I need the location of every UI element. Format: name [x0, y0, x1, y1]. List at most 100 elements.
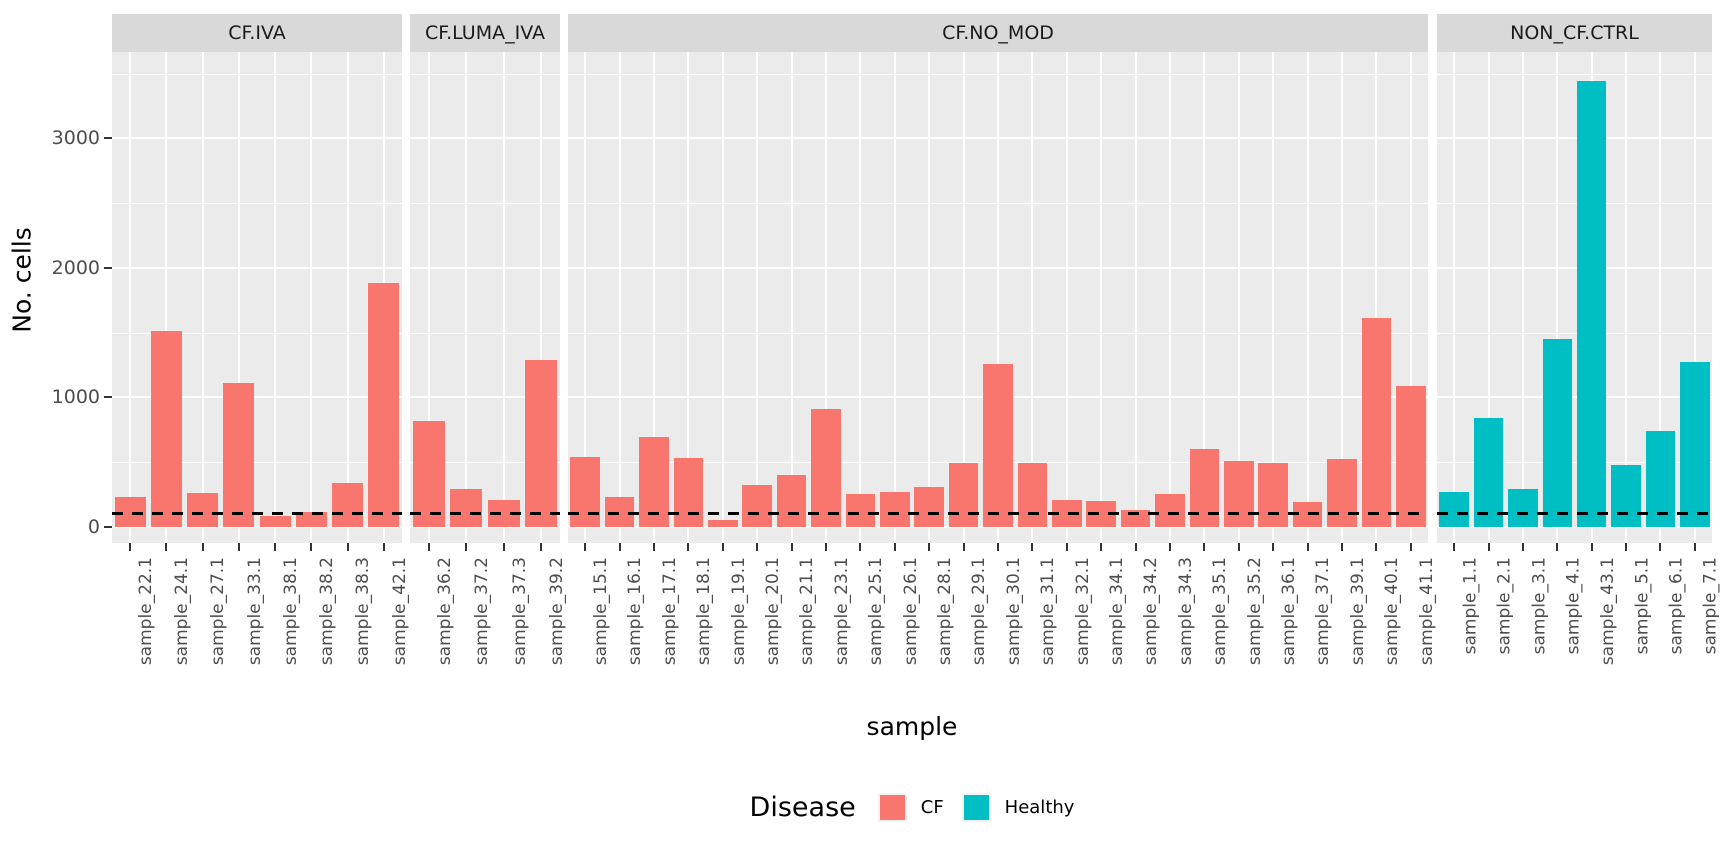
gridline-major	[410, 266, 560, 269]
facet-panel	[568, 52, 1428, 543]
bar-sample_38.2	[295, 512, 327, 527]
y-tick-label: 3000	[51, 127, 100, 150]
x-tick-mark	[1306, 543, 1309, 551]
legend-label-cf: CF	[920, 797, 944, 818]
gridline-major	[1437, 137, 1712, 140]
x-gridline	[1237, 52, 1240, 543]
x-tick-mark	[1409, 543, 1412, 551]
x-tick-mark	[274, 543, 277, 551]
x-gridline	[1065, 52, 1068, 543]
bar-sample_2.1	[1473, 417, 1504, 527]
bar-sample_22.1	[114, 496, 146, 527]
bar-sample_19.1	[708, 520, 738, 527]
x-gridline	[465, 52, 468, 543]
x-tick-mark	[756, 543, 759, 551]
x-gridline	[237, 52, 240, 543]
gridline-major	[112, 525, 402, 528]
x-tick-mark	[165, 543, 168, 551]
x-gridline	[1272, 52, 1275, 543]
x-gridline	[790, 52, 793, 543]
x-tick-mark	[1590, 543, 1593, 551]
x-gridline	[540, 52, 543, 543]
x-tick-mark	[928, 543, 931, 551]
bar-sample_18.1	[673, 458, 704, 527]
gridline-minor	[1437, 332, 1712, 334]
x-tick-mark	[129, 543, 132, 551]
x-tick-mark	[346, 543, 349, 551]
x-tick-mark	[618, 543, 621, 551]
x-gridline	[618, 52, 621, 543]
facet-strip: NON_CF.CTRL	[1437, 14, 1712, 52]
x-tick-mark	[1375, 543, 1378, 551]
x-tick-mark	[1453, 543, 1456, 551]
bar-sample_17.1	[639, 437, 669, 527]
x-tick-mark	[825, 543, 827, 551]
bar-sample_23.1	[811, 408, 841, 527]
x-gridline	[1306, 52, 1309, 543]
bar-sample_5.1	[1611, 465, 1641, 527]
x-tick-mark	[1341, 543, 1343, 551]
x-gridline	[859, 52, 862, 543]
x-tick-mark	[687, 543, 690, 551]
x-tick-mark	[502, 543, 505, 551]
bar-sample_20.1	[742, 485, 772, 527]
x-gridline	[1693, 52, 1696, 543]
facet-panel	[112, 52, 402, 543]
x-gridline	[1134, 52, 1137, 543]
x-tick-mark	[584, 543, 587, 551]
healthy-color-swatch	[961, 793, 991, 822]
x-gridline	[584, 52, 587, 543]
gridline-major	[112, 396, 402, 399]
x-tick-mark	[1203, 543, 1206, 551]
bar-sample_21.1	[776, 474, 807, 527]
x-gridline	[1031, 52, 1034, 543]
bar-sample_27.1	[187, 493, 219, 527]
gridline-major	[1437, 396, 1712, 399]
gridline-minor	[410, 73, 560, 75]
gridline-minor	[112, 461, 402, 463]
x-gridline	[1341, 52, 1343, 543]
x-axis-title: sample	[866, 712, 958, 741]
bar-sample_4.1	[1542, 338, 1573, 527]
gridline-major	[410, 525, 560, 528]
bar-sample_25.1	[845, 494, 876, 527]
bar-sample_42.1	[368, 283, 400, 527]
bar-sample_37.2	[450, 489, 483, 527]
facet-strip-label: CF.NO_MOD	[942, 22, 1054, 44]
bar-sample_41.1	[1396, 385, 1426, 527]
x-tick-mark	[540, 543, 543, 551]
bar-sample_43.1	[1576, 81, 1607, 527]
x-tick-mark	[1625, 543, 1628, 551]
x-tick-mark	[382, 543, 385, 551]
x-gridline	[1521, 52, 1524, 543]
x-tick-mark	[1065, 543, 1068, 551]
threshold-line	[568, 512, 1428, 516]
legend: Disease CF Healthy	[112, 792, 1712, 823]
x-gridline	[687, 52, 690, 543]
bar-sample_36.2	[412, 420, 445, 527]
bar-sample_40.1	[1361, 317, 1392, 527]
x-gridline	[997, 52, 999, 543]
bar-sample_26.1	[880, 491, 910, 527]
x-gridline	[893, 52, 896, 543]
gridline-minor	[410, 332, 560, 334]
x-tick-mark	[1169, 543, 1171, 551]
x-tick-mark	[1659, 543, 1662, 551]
x-tick-mark	[790, 543, 793, 551]
bar-sample_7.1	[1680, 362, 1710, 527]
x-tick-mark	[962, 543, 965, 551]
gridline-major	[1437, 525, 1712, 528]
x-tick-mark	[1556, 543, 1559, 551]
x-tick-mark	[1272, 543, 1275, 551]
gridline-major	[1437, 266, 1712, 269]
y-tick-label: 0	[87, 515, 100, 538]
x-tick-mark	[237, 543, 240, 551]
facet-strip: CF.NO_MOD	[568, 14, 1428, 52]
cf-color-swatch	[877, 793, 907, 822]
threshold-line	[112, 512, 402, 516]
bar-sample_24.1	[150, 331, 182, 527]
bar-sample_34.3	[1155, 493, 1185, 527]
bar-sample_39.2	[525, 359, 558, 527]
legend-item-cf: CF	[877, 793, 944, 822]
